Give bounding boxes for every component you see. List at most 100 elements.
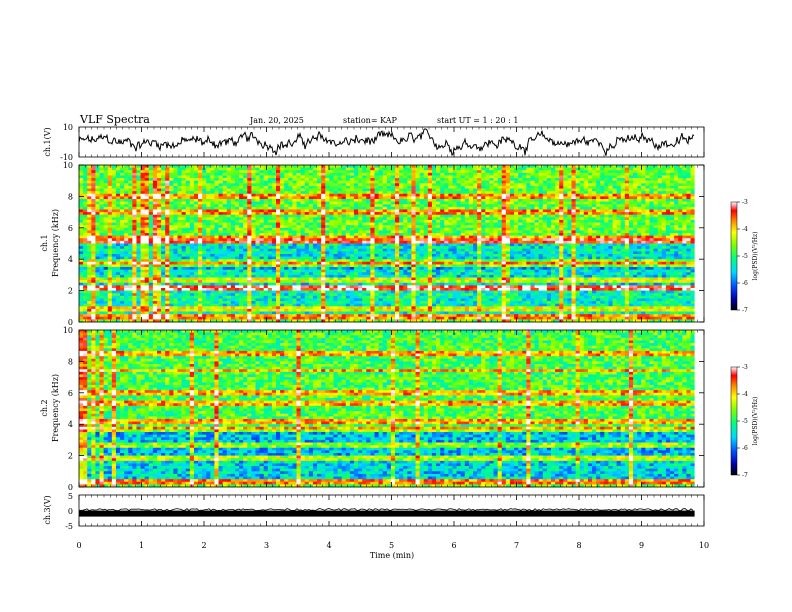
ch1-spectrogram-cell [526,204,531,207]
ch1-spectrogram-cell [424,168,429,171]
ch1-spectrogram-cell [206,168,211,171]
ch1-spectrogram-cell [153,170,158,173]
ch1-spectrogram-cell [588,181,593,184]
ch1-spectrogram-cell [284,189,289,192]
ch1-spectrogram-cell [563,244,568,247]
ch1-spectrogram-cell [309,186,314,189]
ch1-spectrogram-cell [210,220,215,223]
ch1-spectrogram-cell [436,236,441,239]
ch1-spectrogram-cell [469,230,474,233]
ch1-spectrogram-cell [604,191,609,194]
ch1-spectrogram-cell [416,244,421,247]
ch1-spectrogram-cell [145,238,150,241]
ch1-spectrogram-cell [128,217,133,220]
ch1-spectrogram-cell [432,186,437,189]
ch1-spectrogram-cell [625,168,630,171]
ch1-spectrogram-cell [210,191,215,194]
ch1-spectrogram-cell [510,246,515,249]
ch1-spectrogram-cell [436,215,441,218]
ch1-spectrogram-cell [420,220,425,223]
ch1-spectrogram-cell [309,173,314,176]
ch1-spectrogram-cell [194,173,199,176]
ch1-spectrogram-cell [178,191,183,194]
ch1-spectrogram-cell [654,183,659,186]
ch1-spectrogram-cell [625,170,630,173]
ch1-spectrogram-cell [580,228,585,231]
ch1-spectrogram-cell [169,194,174,197]
ch1-spectrogram-cell [596,236,601,239]
ch1-spectrogram-cell [231,215,236,218]
ch1-spectrogram-cell [153,181,158,184]
ch1-spectrogram-cell [596,233,601,236]
ch1-spectrogram-cell [395,175,400,178]
ch1-spectrogram-cell [596,249,601,252]
ch1-spectrogram-cell [178,209,183,212]
ch1-spectrogram-cell [551,238,556,241]
ch1-spectrogram-cell [157,165,162,168]
ch1-spectrogram-cell [362,244,367,247]
ch1-spectrogram-cell [494,183,499,186]
ch1-spectrogram-cell [120,230,125,233]
ch1-spectrogram-cell [153,225,158,228]
ch1-spectrogram-cell [145,183,150,186]
ch1-spectrogram-cell [309,199,314,202]
ch1-spectrogram-cell [165,194,170,197]
ch1-spectrogram-cell [182,215,187,218]
ch1-spectrogram-cell [457,238,462,241]
ch1-spectrogram-cell [366,225,371,228]
ch1-spectrogram-cell [169,199,174,202]
ch1-spectrogram-cell [576,204,581,207]
ch1-spectrogram-cell [157,199,162,202]
ch1-spectrogram-cell [539,230,544,233]
ch1-spectrogram-cell [489,181,494,184]
ch1-spectrogram-cell [100,196,105,199]
ch1-spectrogram-cell [198,199,203,202]
ch1-spectrogram-cell [658,191,663,194]
ch1-spectrogram-cell [625,215,630,218]
ch1-spectrogram-cell [682,204,687,207]
ch1-spectrogram-cell [235,212,240,215]
ch1-spectrogram-cell [350,181,355,184]
ch1-spectrogram-cell [518,249,523,252]
ch1-spectrogram-cell [198,183,203,186]
ch1-spectrogram-cell [309,168,314,171]
ch1-spectrogram-cell [190,249,195,252]
ch1-spectrogram-cell [301,220,306,223]
ch1-spectrogram-cell [264,246,269,249]
ch1-spectrogram-cell [637,181,642,184]
ch1-spectrogram-cell [231,194,236,197]
ch1-spectrogram-cell [526,223,531,226]
ch1-spectrogram-cell [411,165,416,168]
ch1-spectrogram-cell [321,220,326,223]
ch1-spectrogram-cell [149,223,154,226]
ch1-spectrogram-cell [473,165,478,168]
ch1-spectrogram-cell [563,223,568,226]
ch1-spectrogram-cell [489,225,494,228]
ch1-spectrogram-cell [227,181,232,184]
ch1-spectrogram-cell [526,217,531,220]
ch1-spectrogram-cell [596,170,601,173]
ch1-spectrogram-cell [95,194,100,197]
ch1-spectrogram-cell [301,165,306,168]
ch1-spectrogram-cell [104,225,109,228]
ch1-spectrogram-cell [613,228,618,231]
ch1-spectrogram-cell [79,249,84,252]
ch1-spectrogram-cell [629,223,634,226]
ch1-spectrogram-cell [313,244,318,247]
ch1-spectrogram-cell [370,241,375,244]
ch1-spectrogram-cell [584,236,589,239]
ch1-spectrogram-cell [214,196,219,199]
ch1-spectrogram-cell [604,202,609,205]
ch1-spectrogram-cell [136,186,141,189]
ch1-spectrogram-cell [350,191,355,194]
ch1-spectrogram-cell [358,175,363,178]
ch1-spectrogram-cell [202,170,207,173]
ch1-spectrogram-cell [231,246,236,249]
ch1-spectrogram-cell [83,209,88,212]
ch1-spectrogram-cell [682,189,687,192]
ch1-spectrogram-cell [227,220,232,223]
ch1-spectrogram-cell [317,175,322,178]
ch1-spectrogram-cell [91,175,96,178]
ch1-spectrogram-cell [654,217,659,220]
ch1-spectrogram-cell [108,244,113,247]
